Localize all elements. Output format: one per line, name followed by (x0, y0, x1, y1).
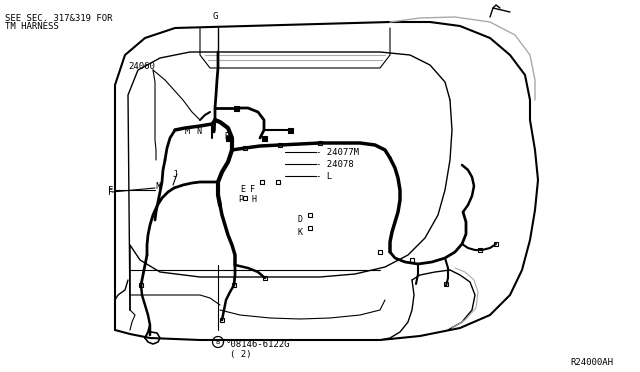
Text: - 24078: - 24078 (316, 160, 354, 169)
Text: E: E (240, 185, 245, 194)
Text: M: M (185, 127, 190, 136)
Text: N: N (155, 182, 160, 191)
Bar (139, 283, 143, 287)
Bar (494, 242, 498, 246)
Text: K: K (298, 228, 303, 237)
Bar (225, 135, 230, 141)
Text: F: F (108, 186, 113, 195)
Text: R24000AH: R24000AH (570, 358, 613, 367)
Bar (378, 250, 382, 254)
Text: H: H (252, 195, 257, 204)
Bar (444, 282, 448, 286)
Bar (308, 213, 312, 217)
Bar (243, 196, 247, 200)
Text: TM HARNESS: TM HARNESS (5, 22, 59, 31)
Bar (308, 226, 312, 230)
Text: ( 2): ( 2) (230, 350, 252, 359)
Bar (234, 106, 239, 110)
Text: N: N (196, 127, 201, 136)
Text: F: F (108, 188, 113, 197)
Text: F: F (250, 185, 255, 194)
Text: 24060: 24060 (128, 62, 155, 71)
Bar (318, 141, 322, 145)
Text: - L: - L (316, 172, 332, 181)
Text: J: J (173, 170, 178, 179)
Bar (232, 283, 236, 287)
Text: - 24077M: - 24077M (316, 148, 359, 157)
Bar (262, 135, 266, 141)
Text: °08146-6122G: °08146-6122G (226, 340, 291, 349)
Bar (220, 318, 224, 322)
Bar (287, 128, 292, 132)
Text: B: B (224, 132, 229, 141)
Text: SEE SEC. 317&319 FOR: SEE SEC. 317&319 FOR (5, 14, 113, 23)
Bar (276, 180, 280, 184)
Text: D: D (298, 215, 303, 224)
Text: B: B (216, 339, 220, 345)
Bar (478, 248, 482, 252)
Text: P: P (238, 195, 243, 204)
Bar (410, 258, 414, 262)
Bar (260, 180, 264, 184)
Bar (243, 146, 247, 150)
Bar (278, 143, 282, 147)
Text: G: G (212, 12, 218, 21)
Bar (263, 276, 267, 280)
Text: P: P (210, 127, 215, 136)
